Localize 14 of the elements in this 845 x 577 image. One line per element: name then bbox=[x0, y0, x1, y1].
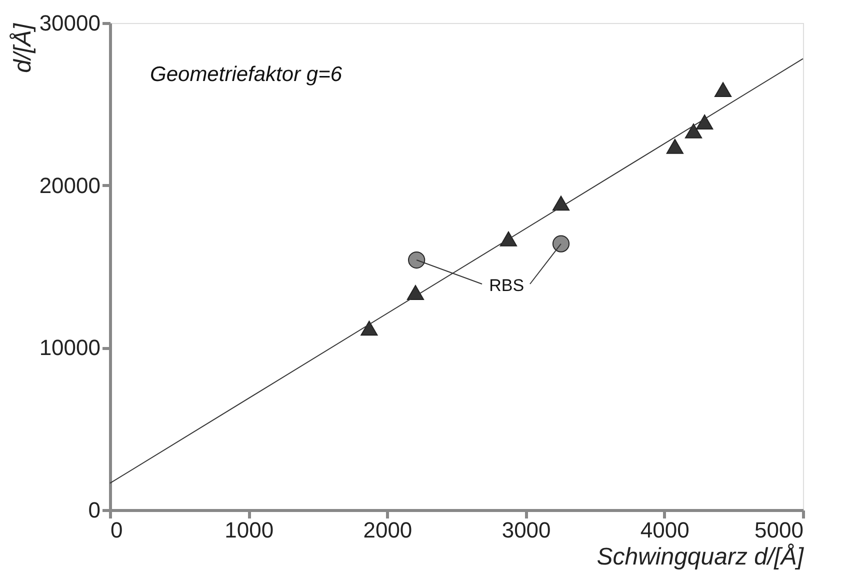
x-axis-title: Schwingquarz d/[Å] bbox=[596, 544, 805, 570]
y-tick-label: 0 bbox=[88, 498, 100, 522]
x-tick-label: 3000 bbox=[502, 518, 551, 542]
x-tick-label: 2000 bbox=[363, 518, 412, 542]
y-tick-label: 30000 bbox=[39, 10, 100, 36]
x-tick-label: 1000 bbox=[224, 518, 274, 542]
y-axis-title: d/[Å] bbox=[9, 22, 36, 73]
x-tick-label: 5000 bbox=[754, 518, 804, 542]
y-tick-label: 10000 bbox=[39, 335, 100, 360]
x-tick-label: 0 bbox=[110, 518, 123, 542]
y-tick-label: 20000 bbox=[39, 172, 100, 198]
annotation: RBS bbox=[489, 276, 524, 296]
x-tick-label: 4000 bbox=[640, 518, 690, 542]
annotation: Geometriefaktor g=6 bbox=[150, 63, 342, 86]
